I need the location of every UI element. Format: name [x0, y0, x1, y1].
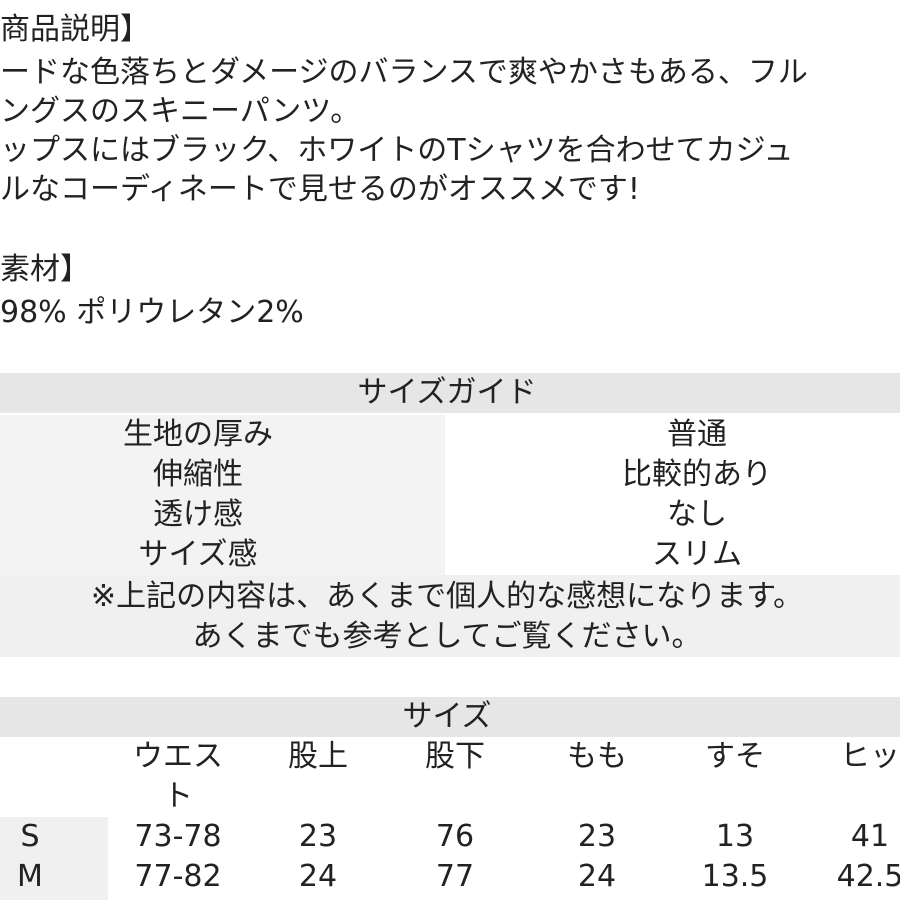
- description-line: ングスのスキニーパンツ。: [0, 94, 361, 129]
- guide-label: 生地の厚み: [123, 417, 273, 452]
- cell: 42.5: [836, 859, 900, 894]
- column-header: ヒッ: [840, 739, 900, 774]
- cell: 13: [715, 819, 755, 854]
- column-header: ウエスト: [133, 739, 223, 814]
- table-title: サイズガイド: [357, 375, 537, 410]
- cell: 13.5: [701, 859, 769, 894]
- section-heading: 商品説明】: [0, 12, 150, 47]
- guide-label: 伸縮性: [153, 457, 243, 492]
- description-line: ルなコーディネートで見せるのがオススメです!: [0, 172, 640, 207]
- cell: 24: [298, 859, 338, 894]
- guide-label: 透け感: [153, 497, 243, 532]
- cell: 77: [435, 859, 475, 894]
- guide-note: あくまでも参考としてご覧ください。: [192, 619, 702, 654]
- cell: 24: [577, 859, 617, 894]
- guide-notes-bg: [0, 575, 900, 657]
- guide-note: ※上記の内容は、あくまで個人的な感想になります。: [90, 579, 804, 614]
- size-header-bg: [0, 697, 900, 737]
- guide-value: なし: [667, 497, 727, 532]
- cell: 41: [850, 819, 890, 854]
- material-text: 98% ポリウレタン2%: [0, 295, 304, 330]
- cell: 73-78: [134, 819, 222, 854]
- guide-value: 普通: [667, 417, 727, 452]
- guide-header-bg: [0, 373, 900, 413]
- guide-label: サイズ感: [138, 537, 258, 572]
- description-line: ードな色落ちとダメージのバランスで爽やかさもある、フル: [0, 55, 808, 90]
- column-header: 股下: [425, 739, 485, 774]
- row-label: M: [17, 859, 43, 894]
- cell: 23: [298, 819, 338, 854]
- guide-value: スリム: [652, 537, 742, 572]
- cell: 76: [435, 819, 475, 854]
- size-label-bg: [0, 817, 108, 900]
- cell: 23: [577, 819, 617, 854]
- table-title: サイズ: [402, 699, 492, 734]
- column-header: すそ: [705, 739, 765, 774]
- guide-value: 比較的あり: [622, 457, 772, 492]
- column-header: 股上: [288, 739, 348, 774]
- description-line: ップスにはブラック、ホワイトのTシャツを合わせてカジュ: [0, 133, 794, 168]
- column-header: もも: [567, 739, 627, 774]
- section-heading: 素材】: [0, 252, 90, 287]
- cell: 77-82: [134, 859, 222, 894]
- row-label: S: [20, 819, 40, 854]
- guide-label-bg: [0, 415, 445, 575]
